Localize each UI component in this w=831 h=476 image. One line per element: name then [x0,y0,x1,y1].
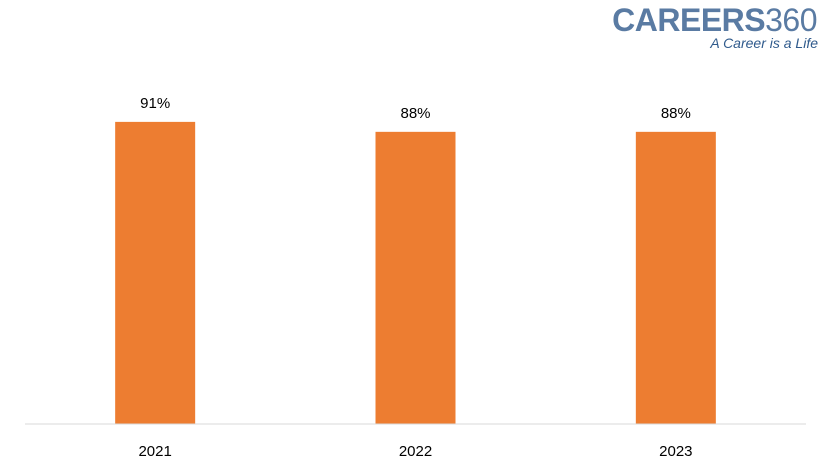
bar-group [115,121,716,424]
logo-brand-name: CAREERS [612,2,766,38]
x-tick-label-group: 2021 2022 2023 [138,443,692,460]
x-tick-label-2022: 2022 [399,443,432,460]
data-label-2021: 91% [140,95,170,112]
x-tick-label-2021: 2021 [138,443,171,460]
data-label-2023: 88% [661,105,691,122]
bar-2023 [635,131,716,424]
data-label-group: 91% 88% 88% [140,95,691,122]
bar-2021 [115,121,196,424]
logo-wordmark: CAREERS360 [612,3,817,37]
bar-2022 [375,131,456,424]
logo-tagline: A Career is a Life [710,35,818,51]
careers360-logo: CAREERS360 A Career is a Life [612,0,823,56]
x-tick-label-2023: 2023 [659,443,692,460]
data-label-2022: 88% [400,105,430,122]
logo-brand-number: 360 [765,2,817,38]
